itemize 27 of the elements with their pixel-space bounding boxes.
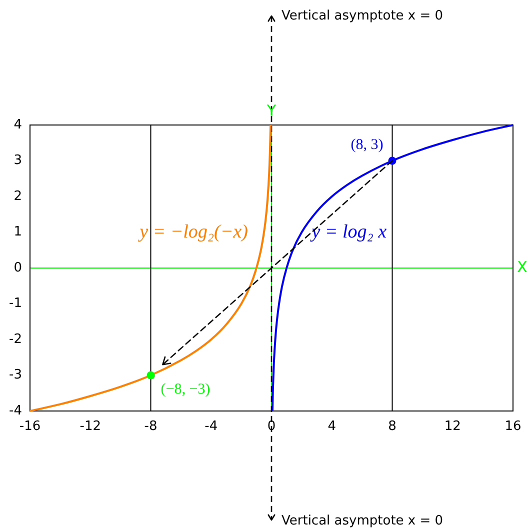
y-tick-label: -3 (9, 368, 22, 383)
x-tick-label: 8 (388, 419, 396, 434)
x-tick-label: -12 (80, 419, 101, 434)
y-tick-label: -4 (9, 403, 22, 418)
y-tick-label: -1 (9, 296, 22, 312)
y-tick-label: 0 (14, 260, 22, 276)
x-tick-label: 4 (328, 419, 336, 434)
y-tick-label: 4 (14, 117, 22, 132)
series-label: y = log₂ x (310, 221, 388, 242)
text: Vertical asymptote x = 0 (282, 513, 444, 528)
annotation: (−8, −3) (160, 382, 210, 398)
x-tick-label: -4 (204, 419, 218, 434)
x-axis-title: X (517, 258, 528, 276)
line-series (29, 124, 272, 412)
x-tick-label: 16 (504, 419, 522, 434)
y-axis-title: Y (266, 101, 277, 120)
ref-line-label: Vertical asymptote x = 0 (282, 8, 444, 24)
annotation: (8, 3) (350, 137, 384, 154)
y-tick-label: 3 (14, 153, 22, 168)
series-label: y = −log₂(−x) (138, 221, 248, 242)
x-tick-label: 12 (444, 419, 461, 434)
x-tick-label: -16 (19, 419, 41, 434)
y-tick-label: 2 (14, 188, 22, 204)
y-tick-label: 1 (14, 224, 22, 240)
line-series (271, 124, 514, 412)
y-tick-label: -2 (9, 332, 22, 347)
x-tick-label: -8 (144, 419, 158, 434)
